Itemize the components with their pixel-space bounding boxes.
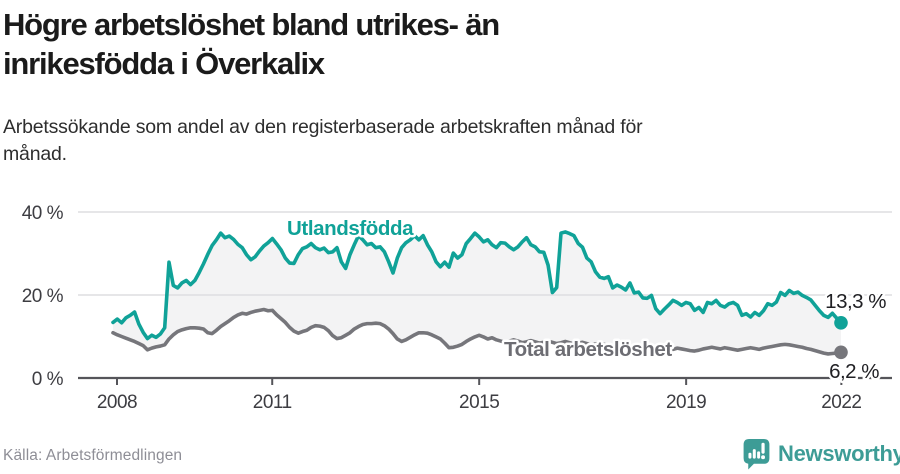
end-value-utlandsfodda: 13,3 %	[825, 290, 886, 313]
x-tick-label: 2008	[97, 392, 137, 413]
title-line-2: inrikesfödda i Överkalix	[3, 46, 325, 81]
subtitle-line-2: månad.	[3, 143, 67, 165]
end-dot-utlandsfodda	[834, 316, 848, 330]
y-tick-label: 0 %	[32, 369, 64, 390]
newsworthy-logo: Newsworthy	[742, 438, 900, 470]
x-tick-label: 2015	[459, 392, 499, 413]
end-value-total: 6,2 %	[829, 360, 879, 383]
line-utlandsfodda	[111, 230, 843, 341]
series-label-utlandsfodda: Utlandsfödda	[287, 217, 414, 240]
series-label-total: Total arbetslöshet	[504, 338, 672, 361]
x-tick-label: 2019	[666, 392, 706, 413]
chart-subtitle: Arbetssökande som andel av den registerb…	[3, 114, 873, 168]
source-note: Källa: Arbetsförmedlingen	[3, 447, 183, 464]
newsworthy-bubble-chart-icon	[743, 439, 770, 470]
newsworthy-wordmark: Newsworthy	[778, 441, 900, 466]
end-dot-total	[834, 345, 848, 360]
line-total-arbetsloshet	[111, 307, 843, 356]
x-tick-label: 2022	[821, 392, 861, 413]
title-line-1: Högre arbetslöshet bland utrikes- än	[3, 7, 500, 42]
page-title: Högre arbetslöshet bland utrikes- än inr…	[3, 5, 763, 83]
x-tick-label: 2011	[253, 392, 292, 413]
y-tick-label: 20 %	[22, 286, 64, 307]
y-tick-label: 40 %	[22, 203, 64, 224]
subtitle-line-1: Arbetssökande som andel av den registerb…	[3, 116, 643, 138]
